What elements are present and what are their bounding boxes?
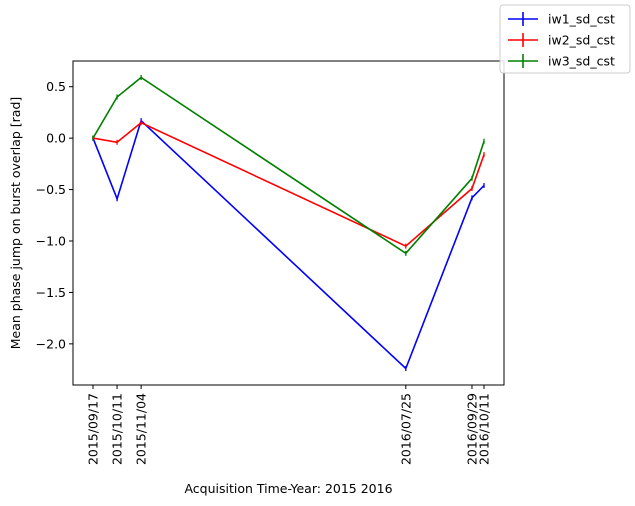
legend-label: iw2_sd_cst	[548, 33, 615, 48]
x-tick-label: 2015/09/17	[86, 393, 101, 465]
y-tick-label: −1.0	[36, 234, 66, 249]
y-tick-label: −1.5	[36, 285, 66, 300]
y-tick-label: 0.0	[46, 131, 66, 146]
y-axis: −2.0 −1.5 −1.0 −0.5 0.0 0.5	[36, 79, 73, 351]
y-tick-label: −0.5	[36, 182, 66, 197]
y-tick-label: 0.5	[46, 79, 66, 94]
x-tick-label: 2015/10/11	[110, 393, 125, 465]
x-axis-label: Acquisition Time-Year: 2015 2016	[184, 481, 392, 496]
series-line	[92, 121, 485, 248]
legend-label: iw3_sd_cst	[548, 54, 615, 69]
x-tick-label: 2015/11/04	[134, 393, 149, 465]
legend-frame	[499, 4, 631, 74]
y-axis-label: Mean phase jump on burst overlap [rad]	[8, 97, 23, 350]
plot-lines	[92, 74, 485, 372]
x-tick-label: 2016/09/29	[464, 393, 479, 465]
legend-label: iw1_sd_cst	[548, 12, 615, 27]
x-axis: 2015/09/17 2015/10/11 2015/11/04 2016/07/25…	[86, 385, 492, 465]
x-tick-label: 2016/10/11	[477, 393, 492, 465]
y-tick-label: −2.0	[36, 336, 66, 351]
plot-frame	[72, 60, 505, 386]
legend: iw1_sd_cst iw2_sd_cst iw3_sd_cst	[499, 4, 631, 74]
series-line	[92, 76, 485, 255]
x-tick-label: 2016/07/25	[398, 393, 413, 465]
series-line	[92, 119, 485, 370]
